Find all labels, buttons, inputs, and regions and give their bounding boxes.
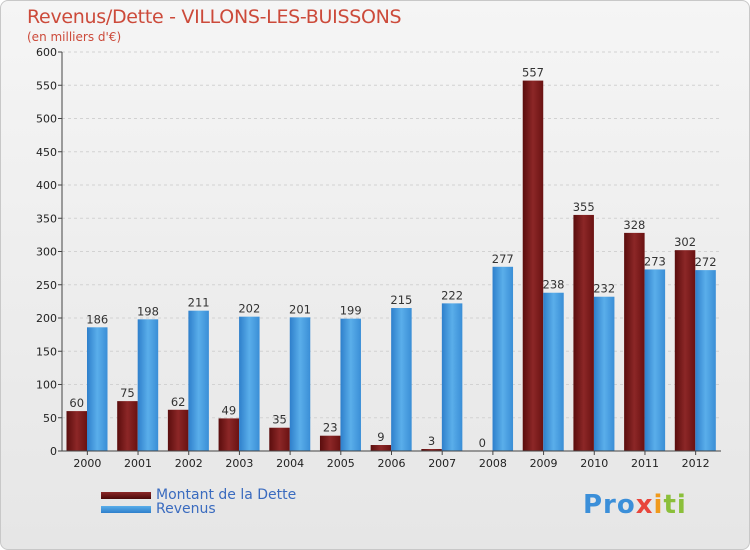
- bar-revenue: [87, 327, 108, 451]
- chart-subtitle: (en milliers d'€): [27, 30, 122, 44]
- y-tick-label: 50: [43, 412, 57, 425]
- x-tick-label: 2004: [276, 457, 304, 470]
- bar-debt: [370, 445, 392, 451]
- logo-part-2: x: [635, 490, 654, 520]
- bar-debt: [66, 411, 87, 451]
- y-tick-label: 500: [36, 113, 57, 126]
- data-label-debt: 9: [377, 430, 384, 444]
- bar-debt: [117, 401, 138, 451]
- x-tick-label: 2011: [631, 457, 659, 470]
- x-tick-label: 2006: [378, 457, 406, 470]
- legend-label-revenue: Revenus: [156, 501, 216, 517]
- y-tick-label: 600: [36, 46, 57, 59]
- data-label-revenue: 232: [593, 282, 615, 296]
- bar-revenue: [644, 269, 666, 451]
- data-label-revenue: 273: [644, 254, 666, 268]
- bar-revenue: [188, 310, 209, 451]
- logo-part-3: i: [653, 490, 664, 520]
- data-label-debt: 60: [69, 396, 84, 410]
- data-label-revenue: 272: [695, 255, 717, 269]
- y-tick-label: 350: [36, 212, 57, 225]
- data-label-revenue: 277: [492, 252, 514, 266]
- bar-revenue: [543, 292, 564, 451]
- data-label-debt: 3: [428, 434, 435, 448]
- data-label-revenue: 222: [441, 288, 463, 302]
- bar-debt: [319, 435, 341, 451]
- y-tick-label: 200: [36, 312, 57, 325]
- x-tick-label: 2007: [428, 457, 456, 470]
- bar-debt: [421, 449, 442, 451]
- y-tick-label: 550: [36, 79, 57, 92]
- data-label-debt: 35: [272, 413, 287, 427]
- bar-debt: [624, 232, 645, 451]
- y-tick-label: 450: [36, 146, 57, 159]
- proxiti-logo: Proxiti: [583, 490, 687, 520]
- data-label-debt: 0: [479, 436, 486, 450]
- x-tick-label: 2001: [124, 457, 152, 470]
- bar-debt: [269, 427, 290, 451]
- bar-debt: [167, 409, 189, 451]
- x-tick-label: 2000: [73, 457, 101, 470]
- legend-item-debt: Montant de la Dette: [101, 487, 297, 503]
- legend-swatch-revenue: [101, 505, 151, 513]
- data-label-debt: 557: [522, 66, 544, 80]
- data-label-debt: 23: [323, 421, 338, 435]
- data-label-revenue: 199: [340, 304, 362, 318]
- x-tick-label: 2008: [479, 457, 507, 470]
- bar-debt: [522, 80, 544, 451]
- bar-debt: [674, 250, 696, 451]
- bar-revenue: [492, 266, 514, 451]
- x-tick-label: 2012: [682, 457, 710, 470]
- bar-revenue: [593, 296, 615, 451]
- data-label-revenue: 215: [390, 293, 412, 307]
- logo-part-4: ti: [663, 490, 687, 520]
- data-label-debt: 49: [222, 403, 237, 417]
- data-label-revenue: 198: [137, 304, 159, 318]
- x-tick-label: 2003: [225, 457, 253, 470]
- x-tick-label: 2005: [327, 457, 355, 470]
- data-label-debt: 75: [120, 386, 135, 400]
- chart-title: Revenus/Dette - VILLONS-LES-BUISSONS: [27, 6, 402, 28]
- bar-revenue: [340, 318, 361, 451]
- x-tick-label: 2002: [175, 457, 203, 470]
- y-tick-label: 250: [36, 279, 57, 292]
- data-label-debt: 355: [573, 200, 595, 214]
- legend-swatch-debt: [101, 491, 151, 499]
- data-label-revenue: 211: [188, 296, 210, 310]
- bar-debt: [573, 214, 594, 451]
- legend-item-revenue: Revenus: [101, 501, 216, 517]
- logo-part-1: Pro: [583, 490, 636, 520]
- legend-label-debt: Montant de la Dette: [156, 487, 297, 503]
- data-label-debt: 302: [674, 235, 696, 249]
- bar-revenue: [289, 317, 311, 451]
- x-tick-label: 2010: [580, 457, 608, 470]
- data-label-revenue: 238: [543, 278, 565, 292]
- bar-revenue: [441, 303, 463, 451]
- data-label-revenue: 202: [238, 302, 260, 316]
- y-tick-label: 0: [50, 445, 57, 458]
- bar-revenue: [391, 308, 412, 451]
- bar-revenue: [239, 316, 260, 451]
- data-label-revenue: 186: [86, 312, 108, 326]
- y-tick-label: 150: [36, 345, 57, 358]
- y-tick-label: 300: [36, 246, 57, 259]
- x-tick-label: 2009: [530, 457, 558, 470]
- data-label-debt: 62: [171, 395, 186, 409]
- data-label-revenue: 201: [289, 302, 311, 316]
- bar-revenue: [695, 270, 716, 451]
- bar-revenue: [137, 319, 159, 451]
- y-tick-label: 100: [36, 379, 57, 392]
- data-label-debt: 328: [623, 218, 645, 232]
- bar-debt: [218, 418, 240, 451]
- y-tick-label: 400: [36, 179, 57, 192]
